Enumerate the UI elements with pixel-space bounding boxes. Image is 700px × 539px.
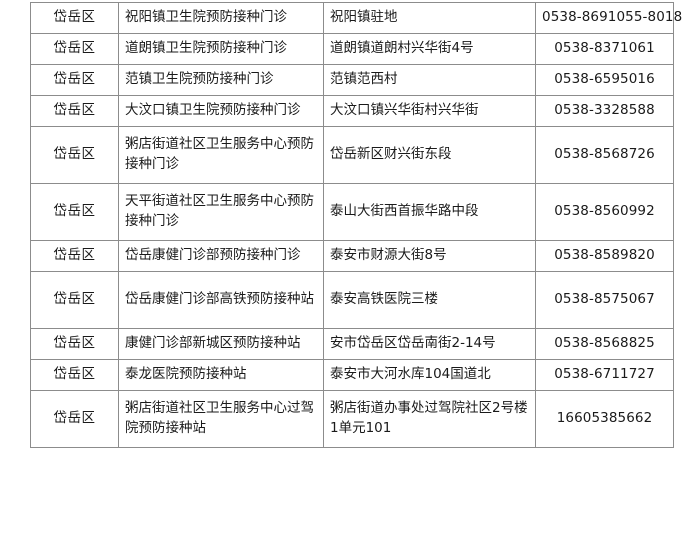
cell-phone: 0538-3328588 bbox=[535, 95, 674, 127]
cell-clinic-name: 岱岳康健门诊部高铁预防接种站 bbox=[118, 271, 324, 329]
cell-clinic-name: 康健门诊部新城区预防接种站 bbox=[118, 328, 324, 360]
table-row: 岱岳区 祝阳镇卫生院预防接种门诊 祝阳镇驻地 0538-8691055-8018 bbox=[30, 2, 682, 34]
cell-phone: 16605385662 bbox=[535, 390, 674, 448]
table-row: 岱岳区 大汶口镇卫生院预防接种门诊 大汶口镇兴华街村兴华街 0538-3328588 bbox=[30, 95, 674, 127]
cell-address: 道朗镇道朗村兴华街4号 bbox=[323, 33, 536, 65]
cell-phone: 0538-6711727 bbox=[535, 359, 674, 391]
cell-phone: 0538-8589820 bbox=[535, 240, 674, 272]
cell-district: 岱岳区 bbox=[30, 95, 119, 127]
cell-address: 大汶口镇兴华街村兴华街 bbox=[323, 95, 536, 127]
cell-district: 岱岳区 bbox=[30, 183, 119, 241]
cell-clinic-name: 天平街道社区卫生服务中心预防接种门诊 bbox=[118, 183, 324, 241]
cell-address: 泰安市财源大街8号 bbox=[323, 240, 536, 272]
cell-district: 岱岳区 bbox=[30, 33, 119, 65]
cell-phone: 0538-8560992 bbox=[535, 183, 674, 241]
cell-district: 岱岳区 bbox=[30, 390, 119, 448]
cell-clinic-name: 岱岳康健门诊部预防接种门诊 bbox=[118, 240, 324, 272]
cell-district: 岱岳区 bbox=[30, 271, 119, 329]
table-row: 岱岳区 康健门诊部新城区预防接种站 安市岱岳区岱岳南街2-14号 0538-85688… bbox=[30, 328, 674, 360]
table-row: 岱岳区 岱岳康健门诊部高铁预防接种站 泰安高铁医院三楼 0538-8575067 bbox=[30, 271, 674, 329]
table-body: 岱岳区 祝阳镇卫生院预防接种门诊 祝阳镇驻地 0538-8691055-8018 岱岳区… bbox=[30, 2, 682, 448]
cell-address: 泰山大街西首振华路中段 bbox=[323, 183, 536, 241]
cell-district: 岱岳区 bbox=[30, 2, 119, 34]
cell-phone: 0538-8691055-8018 bbox=[535, 2, 682, 34]
cell-address: 祝阳镇驻地 bbox=[323, 2, 536, 34]
cell-clinic-name: 范镇卫生院预防接种门诊 bbox=[118, 64, 324, 96]
table-row: 岱岳区 范镇卫生院预防接种门诊 范镇范西村 0538-6595016 bbox=[30, 64, 674, 96]
cell-phone: 0538-6595016 bbox=[535, 64, 674, 96]
cell-address: 岱岳新区财兴街东段 bbox=[323, 126, 536, 184]
cell-clinic-name: 道朗镇卫生院预防接种门诊 bbox=[118, 33, 324, 65]
cell-phone: 0538-8568726 bbox=[535, 126, 674, 184]
cell-address: 粥店街道办事处过驾院社区2号楼1单元101 bbox=[323, 390, 536, 448]
table-row: 岱岳区 岱岳康健门诊部预防接种门诊 泰安市财源大街8号 0538-8589820 bbox=[30, 240, 674, 272]
table-row: 岱岳区 道朗镇卫生院预防接种门诊 道朗镇道朗村兴华街4号 0538-8371061 bbox=[30, 33, 674, 65]
cell-phone: 0538-8371061 bbox=[535, 33, 674, 65]
cell-address: 泰安高铁医院三楼 bbox=[323, 271, 536, 329]
table-row: 岱岳区 天平街道社区卫生服务中心预防接种门诊 泰山大街西首振华路中段 0538-856… bbox=[30, 183, 674, 241]
cell-district: 岱岳区 bbox=[30, 328, 119, 360]
table-row: 岱岳区 泰龙医院预防接种站 泰安市大河水库104国道北 0538-6711727 bbox=[30, 359, 674, 391]
table-row: 岱岳区 粥店街道社区卫生服务中心过驾院预防接种站 粥店街道办事处过驾院社区2号楼1单… bbox=[30, 390, 674, 448]
cell-district: 岱岳区 bbox=[30, 64, 119, 96]
cell-district: 岱岳区 bbox=[30, 240, 119, 272]
cell-clinic-name: 泰龙医院预防接种站 bbox=[118, 359, 324, 391]
cell-address: 泰安市大河水库104国道北 bbox=[323, 359, 536, 391]
cell-district: 岱岳区 bbox=[30, 359, 119, 391]
cell-address: 安市岱岳区岱岳南街2-14号 bbox=[323, 328, 536, 360]
cell-address: 范镇范西村 bbox=[323, 64, 536, 96]
cell-phone: 0538-8575067 bbox=[535, 271, 674, 329]
cell-phone: 0538-8568825 bbox=[535, 328, 674, 360]
table-row: 岱岳区 粥店街道社区卫生服务中心预防接种门诊 岱岳新区财兴街东段 0538-85687… bbox=[30, 126, 674, 184]
cell-clinic-name: 大汶口镇卫生院预防接种门诊 bbox=[118, 95, 324, 127]
cell-clinic-name: 粥店街道社区卫生服务中心预防接种门诊 bbox=[118, 126, 324, 184]
cell-clinic-name: 祝阳镇卫生院预防接种门诊 bbox=[118, 2, 324, 34]
cell-district: 岱岳区 bbox=[30, 126, 119, 184]
cell-clinic-name: 粥店街道社区卫生服务中心过驾院预防接种站 bbox=[118, 390, 324, 448]
vaccination-clinic-table: 岱岳区 祝阳镇卫生院预防接种门诊 祝阳镇驻地 0538-8691055-8018 岱岳区… bbox=[30, 2, 682, 448]
